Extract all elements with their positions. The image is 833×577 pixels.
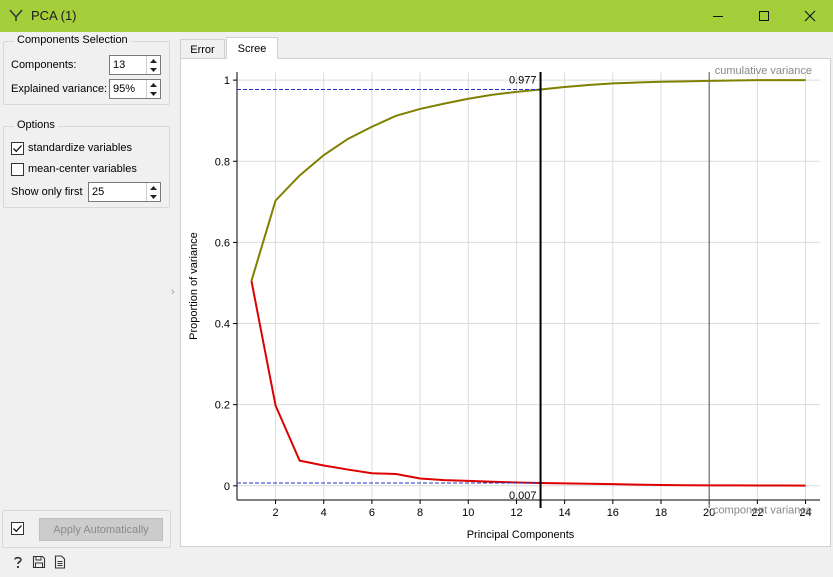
y-tick-label: 0.8: [215, 156, 230, 168]
components-spinbox[interactable]: 13: [109, 55, 161, 75]
x-tick-label: 20: [703, 507, 715, 519]
x-tick-label: 22: [751, 507, 763, 519]
minimize-icon: [713, 16, 723, 17]
mean-center-checkbox[interactable]: [11, 163, 24, 176]
x-tick-label: 4: [321, 507, 327, 519]
show-only-first-label: Show only first: [11, 186, 83, 198]
explained-variance-up-arrow-icon[interactable]: [147, 80, 160, 89]
standardize-label: standardize variables: [28, 142, 132, 154]
mean-center-label: mean-center variables: [28, 163, 137, 175]
y-tick-label: 1: [224, 75, 230, 87]
cumulative-variance-line: [250, 79, 806, 282]
component-marker-label: 0.007: [509, 490, 537, 502]
x-axis-label: Principal Components: [467, 529, 575, 541]
cumulative-variance-label: cumulative variance: [715, 65, 812, 77]
y-tick-label: 0.6: [215, 237, 230, 249]
components-selection-title: Components Selection: [14, 34, 131, 46]
components-selection-group: Components Selection: [3, 34, 170, 105]
x-tick-label: 14: [559, 507, 571, 519]
control-panel: Components Selection Components: 13 Expl…: [0, 32, 178, 577]
standardize-checkbox[interactable]: [11, 142, 24, 155]
maximize-icon: [759, 11, 769, 21]
explained-variance-spinbox[interactable]: 95%: [109, 79, 161, 99]
x-tick-label: 2: [272, 507, 278, 519]
minimize-button[interactable]: [695, 0, 741, 32]
report-icon[interactable]: [53, 555, 67, 569]
show-only-first-down-arrow-icon[interactable]: [147, 192, 160, 201]
y-axis-label: Proportion of variance: [188, 232, 200, 340]
x-tick-label: 10: [462, 507, 474, 519]
x-tick-label: 24: [799, 507, 811, 519]
options-group: Options: [3, 119, 170, 208]
y-tick-label: 0.4: [215, 319, 230, 331]
pca-widget-icon: [9, 9, 23, 21]
help-icon[interactable]: [11, 555, 25, 569]
window-title: PCA (1): [31, 8, 77, 23]
title-bar[interactable]: PCA (1): [0, 0, 833, 32]
y-tick-label: 0: [224, 481, 230, 493]
maximize-button[interactable]: [741, 0, 787, 32]
y-tick-label: 0.2: [215, 400, 230, 412]
close-icon: [804, 10, 816, 22]
components-value: 13: [113, 59, 126, 71]
x-tick-label: 12: [510, 507, 522, 519]
save-image-icon[interactable]: [32, 555, 46, 569]
cumulative-marker-label: 0.977: [509, 74, 537, 86]
component-variance-label: component variance: [713, 505, 812, 517]
show-only-first-up-arrow-icon[interactable]: [147, 183, 160, 192]
show-only-first-value: 25: [92, 186, 105, 198]
x-tick-label: 16: [607, 507, 619, 519]
component-variance-line: [250, 280, 806, 487]
show-only-first-spinbox[interactable]: 25: [88, 182, 161, 202]
explained-variance-label: Explained variance:: [11, 83, 108, 95]
tab-error[interactable]: Error: [180, 39, 225, 59]
checkmark-icon: [13, 525, 22, 533]
tab-scree[interactable]: Scree: [226, 37, 278, 59]
splitter-collapse-icon[interactable]: ›: [171, 286, 175, 298]
components-down-arrow-icon[interactable]: [147, 65, 160, 74]
explained-variance-down-arrow-icon[interactable]: [147, 89, 160, 98]
apply-automatically-button[interactable]: Apply Automatically: [39, 518, 163, 541]
explained-variance-value: 95%: [113, 83, 136, 95]
apply-automatically-checkbox[interactable]: [11, 522, 24, 535]
scree-plot[interactable]: 2 4 6 8 10 12 14 16 18 20 22 2400.20.40.60.81Princi…: [181, 59, 830, 546]
x-tick-label: 18: [655, 507, 667, 519]
scree-plot-panel: 2 4 6 8 10 12 14 16 18 20 22 24 0 0.2 0.4 0.6 0.8 1 Princi…: [180, 58, 831, 547]
close-button[interactable]: [787, 0, 833, 32]
x-tick-label: 6: [369, 507, 375, 519]
checkmark-icon: [13, 145, 22, 153]
options-title: Options: [14, 119, 58, 131]
components-label: Components:: [11, 59, 77, 71]
apply-frame: Apply Automatically: [2, 510, 171, 548]
x-tick-label: 8: [417, 507, 423, 519]
components-up-arrow-icon[interactable]: [147, 56, 160, 65]
